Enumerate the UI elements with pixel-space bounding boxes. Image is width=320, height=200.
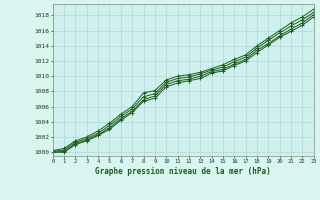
X-axis label: Graphe pression niveau de la mer (hPa): Graphe pression niveau de la mer (hPa) [95, 167, 271, 176]
